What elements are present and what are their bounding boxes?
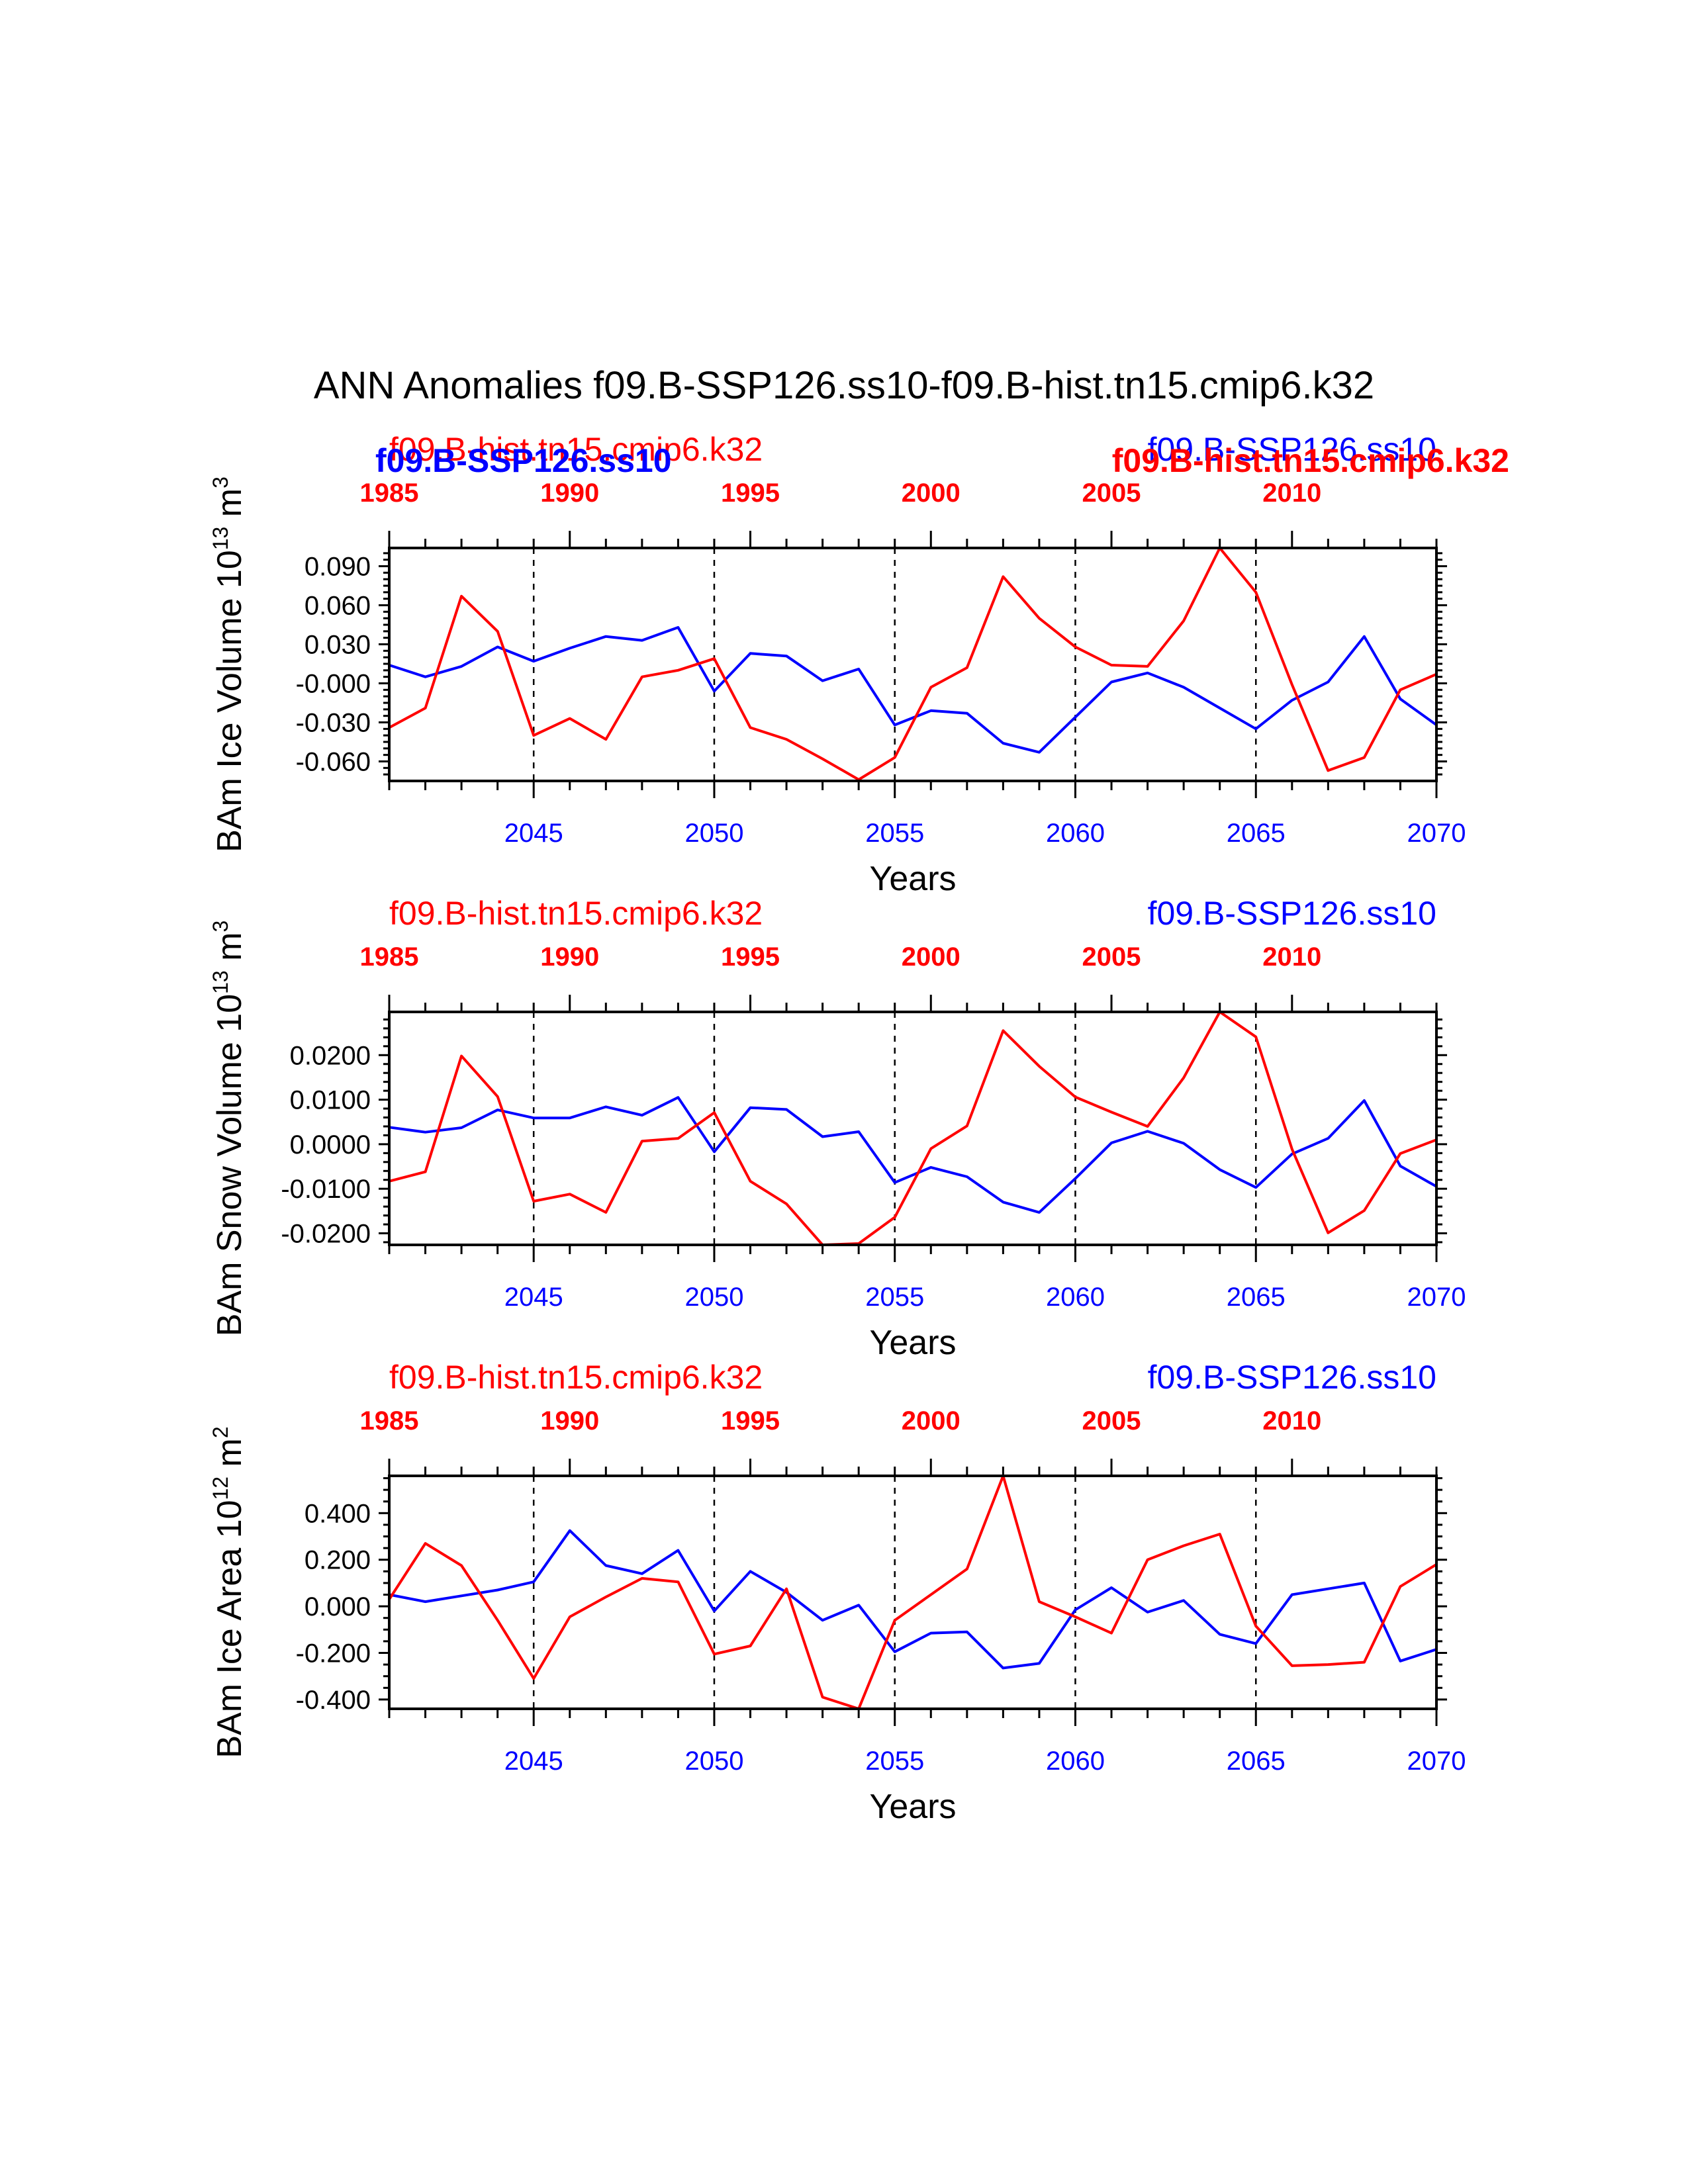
plot-frame <box>388 1475 1438 1710</box>
x-tick-label: 2050 <box>684 819 743 848</box>
x-tick-label: 2065 <box>1227 1283 1286 1312</box>
top-tick-label: 1990 <box>540 1406 599 1435</box>
y-axis-label-power: 3 <box>209 921 232 933</box>
panel-3: -0.400 -0.200 0.000 0.200 0.400 2045 2050 2055 2… <box>209 1359 1466 1826</box>
y-axis-label: BAm Ice Area 1012 m2 <box>209 1426 249 1758</box>
x-axis-label: Years <box>869 1788 956 1826</box>
top-tick-label: 2005 <box>1082 1406 1141 1435</box>
y-tick-label: 0.200 <box>305 1546 371 1575</box>
y-axis-label-power: 2 <box>209 1426 232 1438</box>
y-axis-label-power: 3 <box>209 477 232 488</box>
top-tick-label: 2005 <box>1082 478 1141 508</box>
y-tick-label: 0.0000 <box>290 1130 371 1160</box>
y-tick-label: -0.400 <box>296 1686 371 1715</box>
series-label: f09.B-hist.tn15.cmip6.k32 <box>389 431 763 468</box>
x-tick-label: 2070 <box>1407 819 1466 848</box>
series-label: f09.B-hist.tn15.cmip6.k32 <box>1112 442 1509 479</box>
x-tick-label: 2045 <box>504 819 563 848</box>
x-tick-label: 2070 <box>1407 1747 1466 1776</box>
x-tick-label: 2065 <box>1227 1747 1286 1776</box>
top-tick-label: 1990 <box>540 942 599 972</box>
top-tick-label: 1995 <box>721 1406 780 1435</box>
panel-2: -0.0200 -0.0100 0.0000 0.0100 0.0200 2045 2050… <box>209 895 1466 1362</box>
series-label: f09.B-hist.tn15.cmip6.k32 <box>389 1359 763 1396</box>
series-line-ssp <box>389 1529 1437 1670</box>
y-tick-label: 0.000 <box>305 1592 371 1621</box>
series-line-hist <box>389 547 1437 781</box>
x-axis-label: Years <box>869 1324 956 1362</box>
top-tick-label: 1985 <box>360 1406 419 1435</box>
top-tick-label: 2000 <box>902 478 961 508</box>
y-tick-label: 0.0200 <box>290 1041 371 1070</box>
x-tick-label: 2065 <box>1227 819 1286 848</box>
y-tick-label: -0.000 <box>296 670 371 699</box>
y-axis-label-unit: m <box>211 1438 249 1477</box>
x-tick-label: 2060 <box>1046 819 1105 848</box>
y-tick-label: 0.060 <box>305 592 371 621</box>
y-axis-label-unit: m <box>211 488 249 527</box>
y-axis-label-text: BAm Ice Area 10 <box>211 1500 249 1758</box>
series-line-ssp <box>389 1096 1437 1214</box>
x-tick-label: 2055 <box>865 1283 924 1312</box>
y-tick-label: 0.0100 <box>290 1086 371 1115</box>
series-label: f09.B-hist.tn15.cmip6.k32 <box>389 895 763 932</box>
y-tick-label: 0.400 <box>305 1499 371 1528</box>
y-tick-label: -0.060 <box>296 748 371 777</box>
x-axis-label: Years <box>869 860 956 898</box>
series-line-hist <box>389 1011 1437 1246</box>
series-label: f09.B-SSP126.ss10 <box>375 442 672 479</box>
x-tick-label: 2055 <box>865 1747 924 1776</box>
y-tick-label: -0.0100 <box>281 1175 371 1204</box>
y-axis-label: BAm Ice Volume 1013 m3 <box>209 477 249 852</box>
x-tick-label: 2045 <box>504 1283 563 1312</box>
x-tick-label: 2055 <box>865 819 924 848</box>
x-tick-label: 2070 <box>1407 1283 1466 1312</box>
top-tick-label: 2000 <box>902 942 961 972</box>
series-label: f09.B-SSP126.ss10 <box>1148 895 1436 932</box>
y-axis-label-exponent: 12 <box>209 1477 232 1500</box>
x-tick-label: 2060 <box>1046 1747 1105 1776</box>
plot-frame <box>388 1011 1438 1246</box>
panels: -0.060 -0.030 -0.000 0.030 0.060 0.090 2045 205… <box>209 431 1509 1826</box>
y-axis-label-unit: m <box>211 933 249 971</box>
y-tick-label: -0.030 <box>296 709 371 738</box>
x-tick-label: 2050 <box>684 1283 743 1312</box>
panel-1: -0.060 -0.030 -0.000 0.030 0.060 0.090 2045 205… <box>209 431 1509 898</box>
top-tick-label: 1985 <box>360 478 419 508</box>
x-tick-label: 2050 <box>684 1747 743 1776</box>
series-label: f09.B-SSP126.ss10 <box>1148 1359 1436 1396</box>
x-tick-label: 2060 <box>1046 1283 1105 1312</box>
top-tick-label: 1995 <box>721 478 780 508</box>
series-line-ssp <box>389 626 1438 754</box>
y-axis-label-exponent: 13 <box>209 970 232 994</box>
y-axis-label-exponent: 13 <box>209 527 232 551</box>
top-tick-label: 2010 <box>1262 942 1321 972</box>
y-axis-label-text: BAm Ice Volume 10 <box>211 550 249 852</box>
y-tick-label: -0.0200 <box>281 1220 371 1249</box>
y-tick-label: -0.200 <box>296 1639 371 1668</box>
top-tick-label: 2010 <box>1262 1406 1321 1435</box>
top-tick-label: 2005 <box>1082 942 1141 972</box>
y-axis-label-text: BAm Snow Volume 10 <box>211 994 249 1336</box>
series-label: f09.B-SSP126.ss10 <box>1148 431 1436 468</box>
y-tick-label: 0.030 <box>305 631 371 660</box>
top-tick-label: 2010 <box>1262 478 1321 508</box>
y-tick-label: 0.090 <box>305 553 371 582</box>
y-axis-label: BAm Snow Volume 1013 m3 <box>209 921 249 1337</box>
top-tick-label: 1990 <box>540 478 599 508</box>
series-line-hist <box>388 1475 1438 1710</box>
top-tick-label: 1985 <box>360 942 419 972</box>
figure-title: ANN Anomalies f09.B-SSP126.ss10-f09.B-hi… <box>314 364 1374 407</box>
x-tick-label: 2045 <box>504 1747 563 1776</box>
top-tick-label: 2000 <box>902 1406 961 1435</box>
top-tick-label: 1995 <box>721 942 780 972</box>
